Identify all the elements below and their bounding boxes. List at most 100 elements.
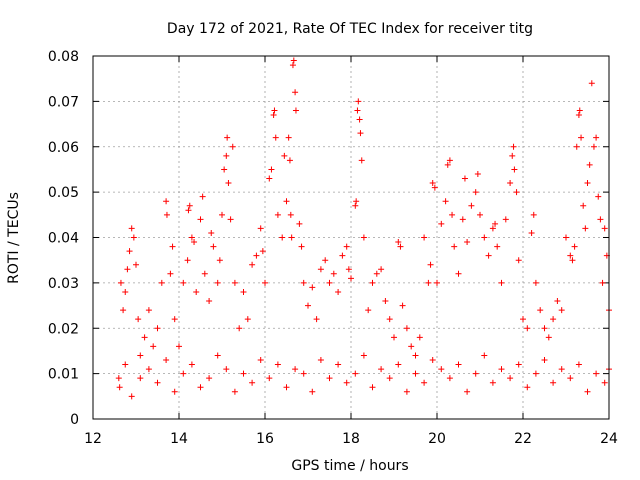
- data-point: [464, 239, 471, 246]
- data-point: [584, 180, 591, 187]
- data-point: [300, 279, 307, 286]
- data-point: [193, 288, 200, 295]
- data-point: [231, 279, 238, 286]
- data-point: [163, 198, 170, 205]
- data-point: [438, 366, 445, 373]
- data-point: [449, 211, 456, 218]
- data-point: [593, 370, 600, 377]
- x-tick-label: 22: [514, 431, 532, 447]
- data-point: [257, 225, 264, 232]
- data-point: [545, 334, 552, 341]
- data-point: [287, 211, 294, 218]
- data-point: [288, 234, 295, 241]
- data-point: [459, 216, 466, 223]
- data-point: [286, 157, 293, 164]
- data-point: [244, 316, 251, 323]
- data-point: [434, 279, 440, 286]
- data-point: [335, 288, 342, 295]
- data-point: [595, 193, 602, 200]
- data-point: [262, 279, 268, 286]
- data-point: [524, 325, 531, 332]
- data-point: [369, 384, 376, 391]
- data-point: [355, 98, 362, 105]
- data-point: [593, 134, 600, 141]
- data-point: [283, 384, 290, 391]
- data-point: [477, 211, 483, 218]
- data-point: [353, 198, 360, 205]
- data-point: [221, 166, 228, 173]
- data-point: [455, 270, 462, 277]
- data-point: [313, 316, 320, 323]
- data-point: [188, 361, 195, 368]
- data-point: [206, 375, 213, 382]
- points-layer: [115, 57, 612, 400]
- data-point: [573, 143, 580, 150]
- data-point: [489, 379, 496, 386]
- data-point: [223, 366, 230, 373]
- data-point: [185, 207, 192, 214]
- data-point: [590, 143, 597, 150]
- data-point: [281, 152, 288, 159]
- data-point: [330, 270, 337, 277]
- data-point: [154, 325, 161, 332]
- data-point: [137, 375, 144, 382]
- data-point: [554, 298, 561, 305]
- data-point: [249, 379, 256, 386]
- data-point: [442, 198, 449, 205]
- data-point: [266, 175, 273, 182]
- data-point: [395, 239, 402, 246]
- data-point: [274, 361, 281, 368]
- data-point: [224, 134, 231, 141]
- data-point: [354, 107, 361, 114]
- data-point: [567, 252, 574, 259]
- data-point: [485, 252, 492, 259]
- plot-frame: [92, 55, 610, 420]
- y-axis-label: ROTI / TECUs: [6, 192, 22, 284]
- data-point: [446, 157, 453, 164]
- x-tick-label: 12: [84, 431, 102, 447]
- data-point: [154, 379, 161, 386]
- data-point: [357, 130, 364, 137]
- data-point: [571, 243, 578, 250]
- data-point: [126, 248, 133, 255]
- data-point: [513, 189, 520, 196]
- data-point: [305, 302, 311, 309]
- data-point: [360, 234, 367, 241]
- data-point: [431, 184, 438, 191]
- data-point: [186, 202, 193, 209]
- data-point: [298, 243, 305, 250]
- data-point: [271, 107, 278, 114]
- data-point: [360, 352, 367, 359]
- x-tick-label: 16: [256, 431, 274, 447]
- data-point: [378, 266, 385, 273]
- data-point: [584, 388, 591, 395]
- data-point: [214, 352, 221, 359]
- data-point: [524, 384, 531, 391]
- data-point: [498, 366, 505, 373]
- data-point: [240, 370, 247, 377]
- y-tick-label: 0: [70, 412, 79, 428]
- data-point: [586, 161, 593, 168]
- data-point: [141, 334, 148, 341]
- y-tick-label: 0.01: [48, 367, 79, 383]
- data-point: [494, 243, 501, 250]
- data-point: [403, 325, 410, 332]
- data-point: [292, 366, 299, 373]
- data-point: [309, 284, 316, 291]
- data-point: [403, 388, 410, 395]
- data-point: [249, 261, 256, 268]
- data-point: [352, 202, 359, 209]
- y-tick-label: 0.05: [48, 185, 79, 201]
- data-point: [115, 375, 122, 382]
- data-point: [510, 143, 517, 150]
- data-point: [399, 302, 406, 309]
- data-point: [343, 379, 350, 386]
- data-point: [210, 243, 217, 250]
- data-point: [599, 279, 606, 286]
- data-point: [272, 134, 279, 141]
- data-point: [492, 220, 499, 227]
- data-point: [530, 211, 537, 218]
- data-point: [290, 57, 297, 64]
- data-point: [231, 388, 238, 395]
